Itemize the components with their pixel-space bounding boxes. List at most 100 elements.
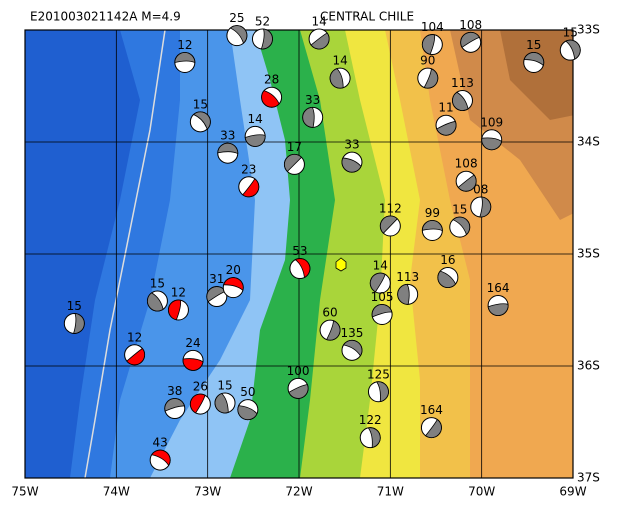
focal-mechanism [167,299,189,321]
focal-mechanism [341,151,363,173]
beachball-lobe [342,340,363,357]
focal-mechanism [451,90,473,112]
depth-label: 113 [396,270,419,284]
focal-mechanism [222,277,244,299]
focal-mechanism [217,142,239,164]
beachball-lobe [397,283,410,305]
depth-label: 12 [171,286,186,300]
focal-mechanism [63,312,85,334]
focal-mechanism [206,286,228,308]
depth-label: 28 [264,73,279,87]
focal-mechanism [319,319,341,341]
depth-label: 33 [344,138,359,152]
beachball-lobe [460,31,480,48]
beachball-lobe [452,216,471,236]
depth-label: 20 [226,263,241,277]
focal-mechanism [369,272,391,294]
beachball-lobe [182,358,204,371]
beachball-lobe [302,106,315,128]
depth-label: 38 [167,384,182,398]
beachball-lobe [229,25,248,44]
x-tick-label: 75W [11,485,38,499]
focal-mechanism [487,295,509,317]
depth-label: 31 [209,272,224,286]
depth-label: 105 [371,290,394,304]
depth-label: 100 [287,364,310,378]
beachball-lobe [421,220,443,232]
depth-label: 52 [255,14,270,28]
depth-label: 33 [220,129,235,143]
focal-mechanism [481,129,503,151]
focal-mechanism [421,34,443,56]
depth-label: 24 [185,336,200,350]
depth-label: 16 [440,253,455,267]
depth-label: 14 [248,112,263,126]
focal-mechanism [359,427,381,449]
beachball-lobe [523,52,545,67]
focal-mechanism [437,267,459,289]
beachball-lobe [192,111,211,130]
beachball-lobe [376,381,389,403]
beachball-lobe [237,405,258,420]
focal-mechanism [523,51,545,73]
focal-mechanism [251,28,273,50]
x-tick-label: 72W [285,485,312,499]
focal-mechanism [149,449,171,471]
x-tick-label: 74W [103,485,130,499]
focal-mechanism [164,398,186,420]
depth-label: 15 [217,378,232,392]
beachball-lobe [481,137,503,151]
focal-mechanism [341,339,363,361]
beachball-lobe [244,134,266,147]
beachball-lobe [452,91,469,111]
depth-label: 112 [379,202,402,216]
focal-mechanism [261,86,283,108]
focal-mechanism [449,216,471,238]
depth-label: 53 [292,244,307,258]
focal-mechanism [302,106,324,128]
volcano-marker [335,257,347,272]
focal-mechanism [174,51,196,73]
beachball-lobe [329,68,344,89]
beachball-lobe [223,277,244,292]
beachball-lobe [288,384,309,399]
focal-mechanism [283,153,305,175]
x-tick-label: 69W [559,485,586,499]
y-tick-label: 37S [577,471,600,485]
beachball-lobe [174,52,196,64]
depth-label: 15 [452,203,467,217]
focal-mechanism [214,392,236,414]
depth-label: 50 [240,385,255,399]
depth-label: 17 [287,140,302,154]
focal-mechanism [226,25,248,47]
beachball-lobe [126,347,145,366]
focal-mechanism [189,393,211,415]
beachball-lobe [310,32,330,50]
focal-mechanism [397,283,419,305]
depth-label: 15 [67,299,82,313]
beachball-lobe [168,299,182,321]
depth-label: 14 [373,259,388,273]
focal-mechanism [237,399,259,421]
beachball-lobe [217,142,239,155]
beachball-lobe [341,157,362,173]
depth-label: 108 [459,18,482,32]
depth-label: 23 [241,162,256,176]
beachball-lobe [423,68,439,89]
beachball-lobe [73,313,85,334]
beachball-lobe [190,393,206,414]
focal-mechanism [420,417,442,439]
region: CENTRAL CHILE [320,10,414,24]
depth-label: 15 [193,97,208,111]
beachball-lobe [147,292,164,312]
beachball-lobe [479,196,492,218]
focal-mechanism [189,111,211,133]
x-tick-label: 70W [468,485,495,499]
depth-label: 90 [420,54,435,68]
beachball-lobe [437,270,457,288]
beachball-lobe [367,427,381,448]
beachball-lobe [487,303,509,316]
depth-label: 104 [421,20,444,34]
beachball-lobe [261,90,280,108]
focal-mechanism [470,196,492,218]
